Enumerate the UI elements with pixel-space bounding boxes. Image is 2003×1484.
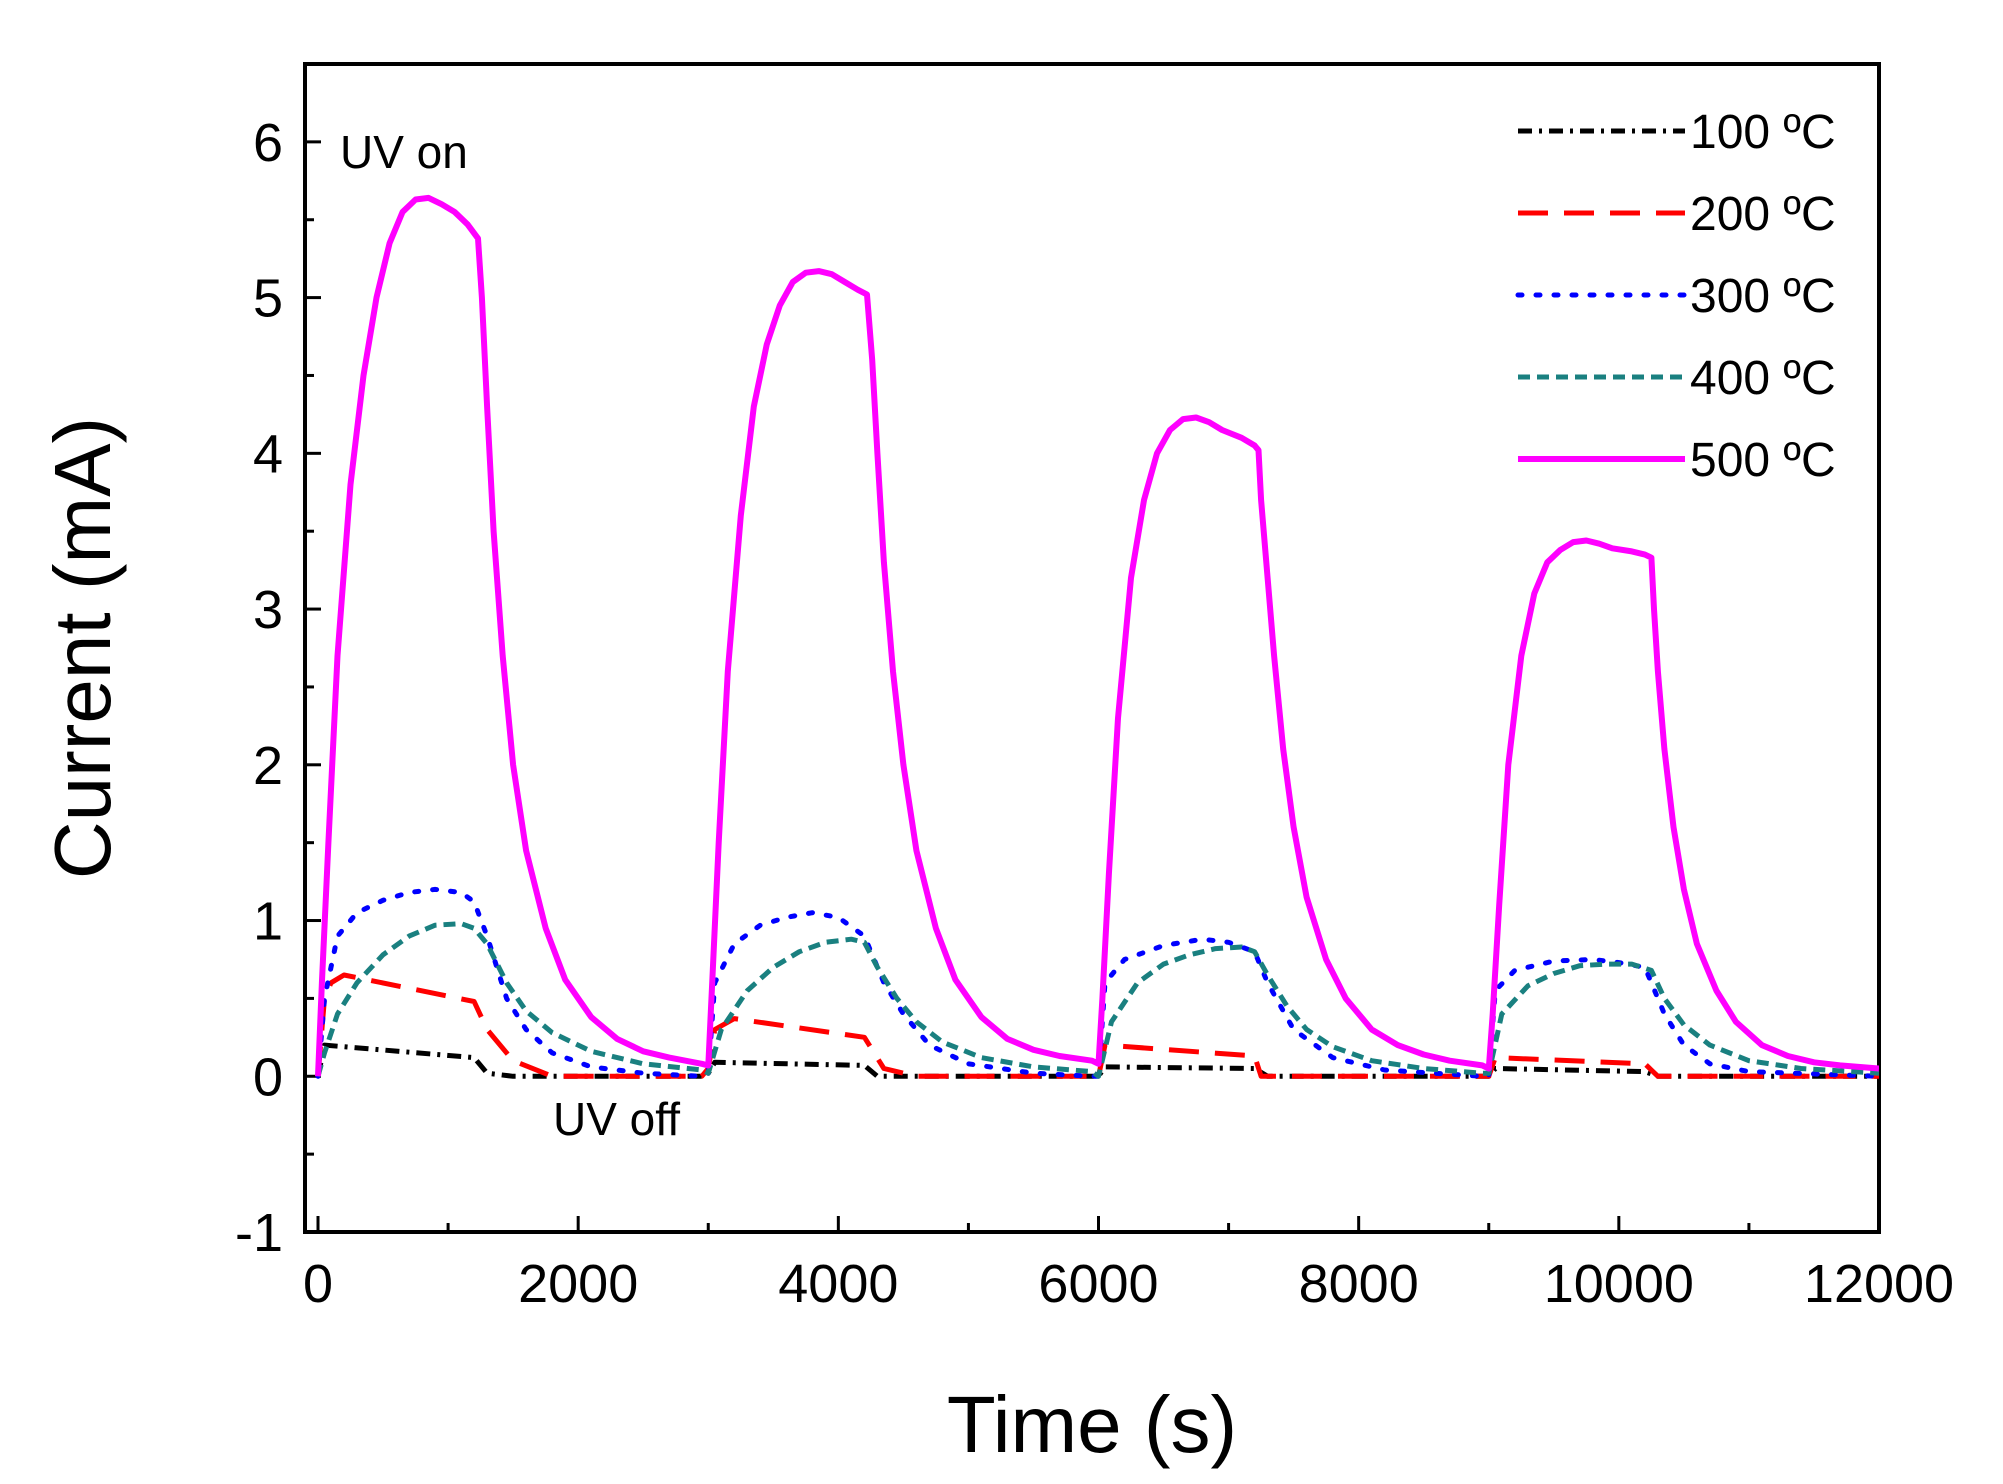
x-tick-label: 10000: [1544, 1254, 1694, 1314]
legend-label: 200 ºC: [1690, 188, 1836, 241]
y-tick-label: 6: [253, 113, 283, 173]
legend-label: 400 ºC: [1690, 352, 1836, 405]
y-axis-title: Current (mA): [38, 417, 127, 879]
legend: 100 ºC 200 ºC 300 ºC 400 ºC 500 ºC: [1515, 106, 1836, 487]
plot-frame: [303, 62, 1881, 1234]
x-axis-title: Time (s): [947, 1380, 1237, 1469]
tick-labels: 0 2000 4000 6000 8000 10000 12000 -1 0 1 2 3 4 5 6: [235, 113, 1954, 1314]
series-line-300-c: [315, 886, 1879, 1079]
legend-label: 300 ºC: [1690, 270, 1836, 323]
legend-label: 100 ºC: [1690, 106, 1836, 159]
annotation-uv-off: UV off: [553, 1093, 680, 1145]
legend-label: 500 ºC: [1690, 434, 1836, 487]
x-tick-label: 4000: [778, 1254, 898, 1314]
series-layer: [315, 194, 1879, 1079]
x-tick-label: 6000: [1038, 1254, 1158, 1314]
x-tick-label: 0: [303, 1254, 333, 1314]
y-tick-label: 4: [253, 424, 283, 484]
y-tick-label: 0: [253, 1047, 283, 1107]
y-tick-label: -1: [235, 1203, 283, 1263]
x-tick-label: 8000: [1299, 1254, 1419, 1314]
y-tick-label: 3: [253, 580, 283, 640]
y-tick-label: 1: [253, 892, 283, 952]
series-line-400-c: [315, 921, 1879, 1079]
x-tick-label: 2000: [518, 1254, 638, 1314]
x-tick-label: 12000: [1804, 1254, 1954, 1314]
series-line-500-c: [315, 194, 1879, 1077]
annotation-uv-on: UV on: [340, 126, 468, 178]
axis-ticks: [305, 140, 1881, 1234]
y-tick-label: 5: [253, 269, 283, 329]
y-tick-label: 2: [253, 736, 283, 796]
